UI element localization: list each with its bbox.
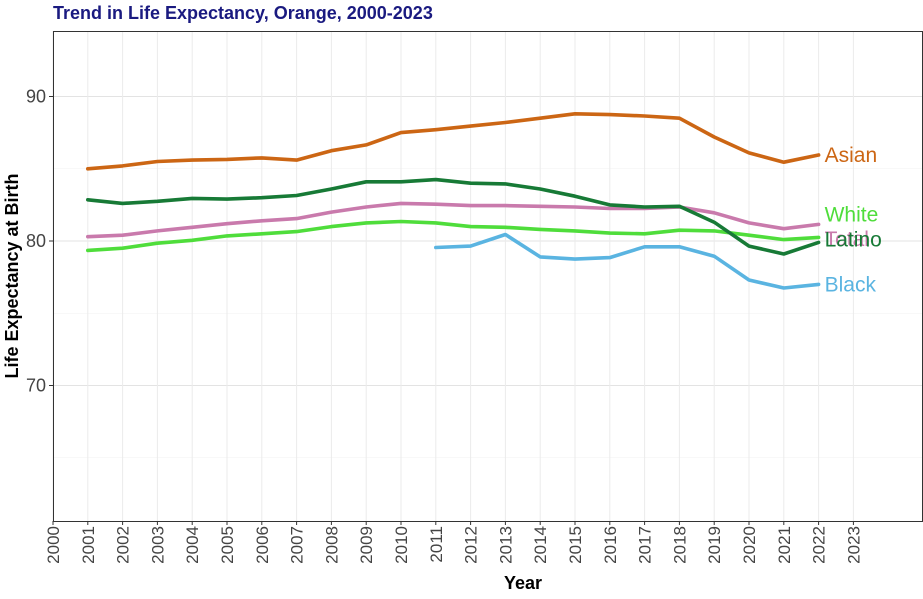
x-tick-label: 2020 [740, 526, 759, 564]
y-tick-label: 80 [26, 231, 46, 251]
x-tick-label: 2022 [810, 526, 829, 564]
x-tick-label: 2008 [322, 526, 341, 564]
x-tick-label: 2014 [531, 526, 550, 564]
grid-lines [52, 31, 922, 521]
x-tick-label: 2003 [148, 526, 167, 564]
x-tick-label: 2019 [705, 526, 724, 564]
series-line-white [86, 219, 821, 253]
x-tick-label: 2001 [79, 526, 98, 564]
x-tick-label: 2000 [44, 526, 63, 564]
x-tick-label: 2002 [114, 526, 133, 564]
x-tick-label: 2021 [775, 526, 794, 564]
x-tick-label: 2013 [496, 526, 515, 564]
series-label-latino: Latino [825, 229, 882, 252]
y-tick-label: 90 [26, 87, 46, 107]
series-line-black [433, 232, 821, 290]
y-axis-ticks: 70 80 90 [26, 87, 53, 396]
chart-title: Trend in Life Expectancy, Orange, 2000-2… [53, 3, 433, 23]
y-tick-label: 70 [26, 376, 46, 396]
x-axis-title: Year [504, 573, 542, 593]
x-tick-label: 2007 [288, 526, 307, 564]
x-tick-label: 2015 [566, 526, 585, 564]
x-tick-label: 2010 [392, 526, 411, 564]
x-tick-label: 2017 [636, 526, 655, 564]
x-tick-label: 2018 [670, 526, 689, 564]
series-line-asian [86, 112, 821, 171]
x-tick-label: 2012 [462, 526, 481, 564]
series-lines [86, 112, 821, 290]
plot-panel-border [53, 31, 923, 522]
series-label-black: Black [825, 273, 877, 296]
series-label-white: White [825, 203, 879, 226]
x-tick-label: 2004 [183, 526, 202, 564]
x-tick-label: 2016 [601, 526, 620, 564]
series-label-asian: Asian [825, 144, 878, 167]
x-tick-label: 2009 [357, 526, 376, 564]
series-line-latino [86, 177, 821, 256]
series-label-total: Total [825, 228, 869, 251]
x-tick-label: 2011 [427, 526, 446, 563]
x-tick-label: 2006 [253, 526, 272, 564]
x-tick-label: 2005 [218, 526, 237, 564]
x-axis-ticks: 2000 2001 2002 2003 2004 2005 2006 2007 2008 2009… [44, 521, 863, 564]
y-axis-title: Life Expectancy at Birth [2, 173, 22, 378]
x-tick-label: 2023 [844, 526, 863, 564]
series-line-total [86, 201, 821, 239]
